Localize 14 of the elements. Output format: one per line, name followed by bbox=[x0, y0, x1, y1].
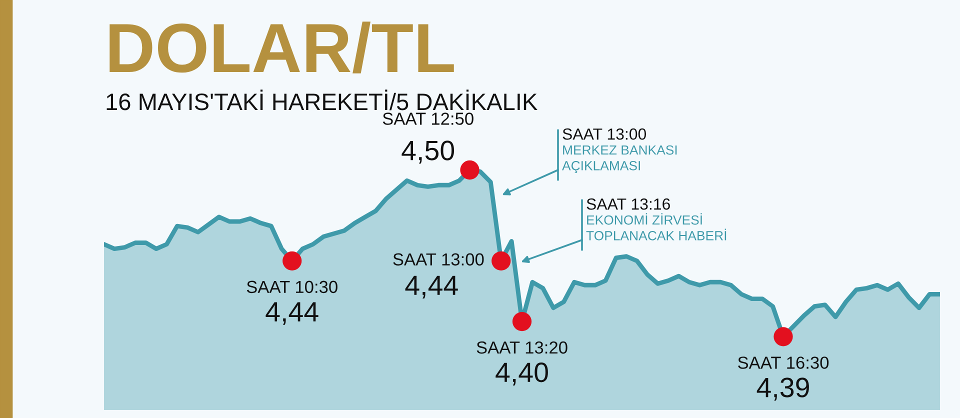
annotation: SAAT 13:00 bbox=[393, 253, 484, 266]
text: SAAT 12:50 bbox=[382, 112, 474, 125]
data-label: 4,50 bbox=[402, 140, 454, 164]
data-label: 4,44 bbox=[405, 276, 458, 298]
chart-title: DOLAR/TL bbox=[110, 22, 454, 74]
annotation: SAAT 13:20 bbox=[476, 341, 568, 354]
annotation: SAAT 16:30 bbox=[738, 356, 829, 369]
annotation: SAAT 10:30 bbox=[246, 280, 338, 294]
data-label: 4,40 bbox=[496, 362, 548, 386]
data-label: 4,39 bbox=[756, 378, 809, 401]
data-label: 4,44 bbox=[266, 302, 318, 325]
annotation: SAAT 13:00 MERKEZ BANKASI AÇIKLAMASI bbox=[562, 128, 677, 174]
annotation: SAAT 13:16 EKONOMİ ZİRVESİ TOPLANACAK HABERİ bbox=[586, 198, 726, 240]
chart-subtitle: 16 MAYIS'TAKİ HAREKETİ/5 DAKİKALIK bbox=[106, 90, 538, 110]
